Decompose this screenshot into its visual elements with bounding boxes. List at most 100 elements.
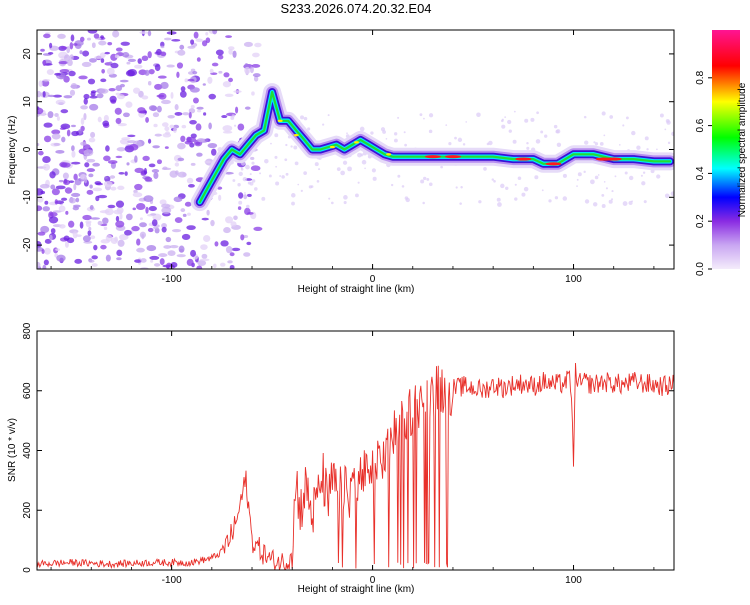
spectrogram-noise-blob: [148, 206, 157, 212]
spectrogram-noise-blob: [127, 58, 137, 62]
spectrogram-speckle: [521, 192, 526, 197]
spectrogram-noise-blob: [126, 61, 131, 65]
spectrogram-noise-blob: [171, 229, 182, 233]
spectrogram-noise-blob: [229, 252, 235, 257]
spectrogram-noise-blob: [71, 124, 76, 128]
spectrogram-noise-blob: [176, 62, 184, 69]
spectrogram-noise-blob: [115, 117, 122, 124]
spectrogram-noise-blob: [174, 104, 179, 111]
spectrogram-speckle: [556, 142, 562, 148]
spectrogram-speckle: [245, 164, 250, 170]
spectrogram-noise-blob: [80, 117, 85, 126]
spectrogram-speckle: [303, 116, 308, 121]
spectrogram-noise-blob: [66, 129, 71, 137]
spectrogram-noise-blob: [48, 216, 59, 224]
spectrogram-noise-blob: [237, 123, 245, 131]
spectrogram-noise-blob: [91, 263, 98, 267]
spectrogram-speckle: [300, 189, 303, 192]
spectrogram-noise-blob: [177, 171, 187, 178]
spectrogram-speckle: [597, 174, 600, 176]
spectrogram-noise-blob: [147, 227, 154, 233]
spectrogram-noise-blob: [222, 130, 233, 134]
spectrogram-noise-blob: [235, 106, 239, 114]
spectrogram-noise-blob: [88, 226, 92, 231]
spectrogram-noise-blob: [84, 162, 90, 168]
spectrogram-speckle: [419, 113, 423, 117]
spectrogram-noise-blob: [119, 213, 123, 220]
spectrogram-noise-blob: [68, 180, 75, 184]
spectrogram-noise-blob: [79, 36, 85, 42]
spectrogram-speckle: [259, 172, 262, 175]
spectrogram-speckle: [504, 116, 507, 119]
spectrogram-noise-blob: [105, 254, 111, 262]
spectrogram-noise-blob: [97, 116, 102, 123]
spectrogram-noise-blob: [156, 105, 162, 113]
spectrogram-speckle: [404, 143, 407, 147]
spectrogram-noise-blob: [61, 136, 66, 143]
spectrogram-speckle: [291, 201, 295, 206]
spectrogram-noise-blob: [160, 45, 165, 49]
spectrogram-speckle: [523, 186, 529, 192]
spectrogram-noise-blob: [176, 71, 180, 78]
spectrogram-noise-blob: [40, 225, 50, 234]
spectrogram-noise-blob: [157, 75, 167, 79]
spectrogram-noise-blob: [250, 156, 255, 160]
spectrogram-noise-blob: [134, 167, 145, 174]
spectrogram-noise-blob: [58, 224, 66, 229]
spectrogram-speckle: [505, 186, 509, 191]
spectrogram-core: [386, 153, 392, 156]
spectrogram-ytick-label: -20: [22, 237, 33, 252]
spectrogram-speckle: [671, 131, 674, 137]
spectrogram-speckle: [608, 199, 613, 204]
spectrogram-noise-blob: [154, 133, 162, 137]
spectrogram-noise-blob: [129, 143, 139, 151]
spectrogram-noise-blob: [153, 263, 161, 267]
spectrogram-noise-blob: [222, 81, 231, 88]
spectrogram-noise-blob: [179, 90, 187, 98]
spectrogram-speckle: [285, 172, 289, 176]
spectrogram-noise-blob: [71, 145, 75, 152]
spectrogram-noise-blob: [79, 50, 83, 55]
spectrogram-speckle: [544, 134, 548, 138]
spectrogram-speckle: [459, 202, 462, 205]
spectrogram-noise-blob: [233, 215, 238, 221]
spectrogram-noise-blob: [80, 105, 88, 110]
spectrogram-noise-blob: [222, 125, 233, 132]
spectrogram-noise-blob: [59, 68, 70, 74]
spectrogram-noise-blob: [151, 169, 160, 173]
spectrogram-noise-blob: [143, 167, 147, 175]
spectrogram-noise-blob: [137, 58, 142, 64]
spectrogram-noise-blob: [252, 73, 261, 78]
spectrogram-speckle: [242, 176, 247, 182]
spectrogram-noise-blob: [96, 93, 104, 99]
spectrogram-noise-blob: [83, 149, 94, 157]
spectrogram-noise-blob: [251, 64, 261, 68]
spectrogram-noise-blob: [86, 158, 96, 163]
spectrogram-speckle: [300, 115, 305, 120]
snr-xtick-label: 100: [565, 575, 582, 586]
spectrogram-noise-blob: [93, 33, 100, 39]
spectrogram-noise-blob: [161, 99, 171, 105]
chart-title: S233.2026.074.20.32.E04: [280, 1, 431, 16]
spectrogram-noise-blob: [145, 116, 149, 123]
spectrogram-speckle: [316, 180, 320, 183]
spectrogram-noise-blob: [211, 148, 217, 156]
spectrogram-noise-blob: [135, 203, 146, 211]
spectrogram-noise-blob: [42, 91, 46, 98]
spectrogram-speckle: [548, 199, 552, 203]
spectrogram-noise-blob: [92, 187, 103, 192]
spectrogram-noise-blob: [52, 94, 63, 98]
spectrogram-noise-blob: [73, 183, 77, 191]
spectrogram-noise-blob: [73, 43, 78, 46]
spectrogram-noise-blob: [196, 109, 202, 113]
spectrogram-speckle: [667, 141, 671, 145]
spectrogram-noise-blob: [56, 254, 66, 262]
spectrogram-noise-blob: [109, 175, 116, 179]
spectrogram-noise-blob: [180, 86, 186, 92]
spectrogram-noise-blob: [203, 112, 207, 116]
spectrogram-noise-blob: [210, 219, 215, 227]
spectrogram-speckle: [230, 116, 235, 120]
spectrogram-noise-blob: [223, 72, 230, 78]
spectrogram-speckle: [346, 132, 348, 135]
spectrogram-speckle: [664, 193, 670, 199]
